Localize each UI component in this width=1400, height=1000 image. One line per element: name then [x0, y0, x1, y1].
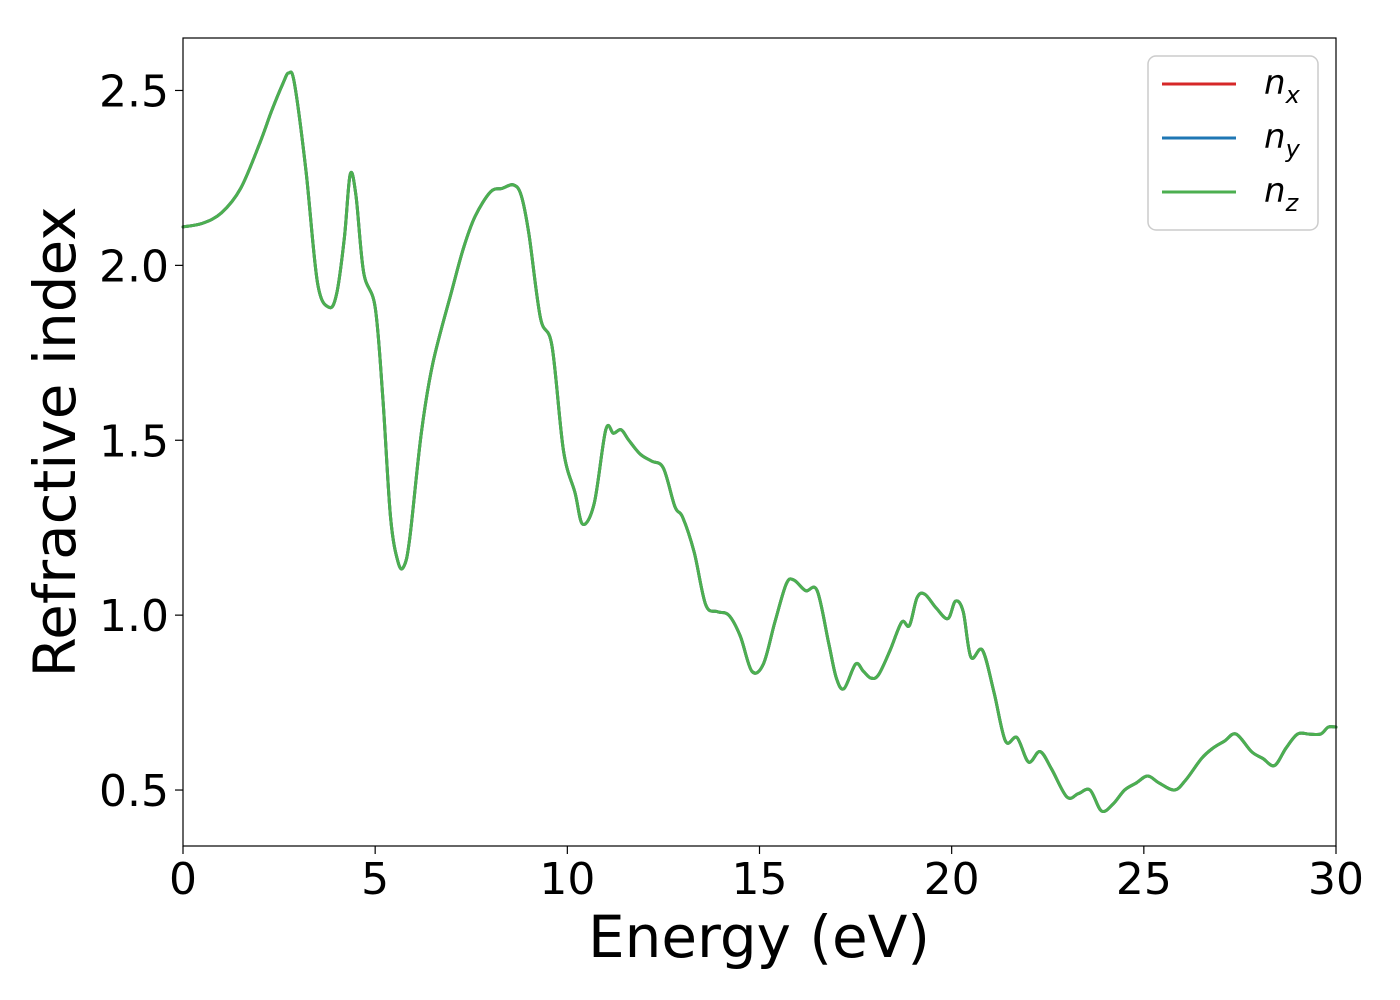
x-tick-label: 30 — [1308, 854, 1364, 905]
y-axis-ticks: 0.5 1.0 1.5 2.0 2.5 — [99, 66, 183, 817]
y-tick-label: 2.0 — [99, 241, 169, 292]
legend-box — [1147, 55, 1319, 231]
y-tick-label: 1.0 — [99, 591, 169, 642]
series-line-n-z — [181, 70, 1338, 814]
legend-label-n-y: ny — [1264, 117, 1301, 163]
x-axis-ticks: 0 5 10 15 20 25 30 — [169, 846, 1364, 905]
series-layer — [181, 70, 1338, 814]
y-tick-label: 0.5 — [99, 766, 169, 817]
y-tick-label: 2.5 — [99, 66, 169, 117]
x-tick-label: 5 — [361, 854, 389, 905]
x-tick-label: 15 — [732, 854, 788, 905]
x-tick-label: 10 — [539, 854, 595, 905]
x-axis-label: Energy (eV) — [588, 903, 930, 971]
y-axis-label: Refractive index — [21, 206, 89, 677]
x-tick-label: 0 — [169, 854, 197, 905]
y-tick-label: 1.5 — [99, 416, 169, 467]
x-tick-label: 25 — [1116, 854, 1172, 905]
x-tick-label: 20 — [924, 854, 980, 905]
legend-label-n-x: nx — [1264, 63, 1301, 109]
